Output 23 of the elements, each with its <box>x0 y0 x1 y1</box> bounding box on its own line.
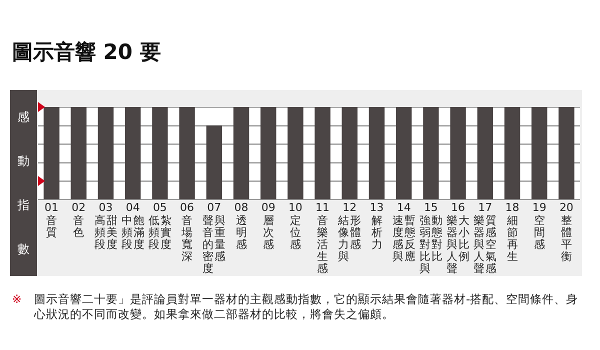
x-tick-label: 02 音色 <box>72 201 86 239</box>
x-tick-label: 04 中頻段飽滿度 <box>120 201 145 251</box>
text: ※ 圖示音響二十要」是評論員對單一器材的主觀感動指數，它的顯示結果會隨著器材-搭配、空間條件、身心狀況的不同而改變。如果拿來做二部器材的比較，將會失之偏頗。 <box>12 292 580 322</box>
x-tick-label: 01 音質 <box>44 201 59 239</box>
x-tick-label: 19 空間感 <box>532 201 546 251</box>
x-tick-label: 20 整體平衡 <box>559 201 574 263</box>
x-tick-label: 18 細節再生 <box>505 201 520 263</box>
x-tick-label: 03 高頻段甜美度 <box>94 201 118 251</box>
x-tick-label: 05 低頻段紮實度 <box>148 201 172 251</box>
x-tick-label: 09 層次感 <box>261 201 276 251</box>
category-label: 14 速度感與暫態反應 <box>392 201 416 263</box>
category-label: 07 聲音的密度與重量感 <box>202 201 226 275</box>
x-tick-label: 10 定位感 <box>288 201 302 251</box>
text: 感動指數 <box>18 110 30 256</box>
chart-title: 圖示音響 20 要 <box>12 39 161 66</box>
x-tick-label: 08 透明感 <box>234 201 248 251</box>
category-label: 17 樂器與人聲質感空氣感 <box>474 201 497 275</box>
category-label: 15 強弱對比與動態對比 <box>419 201 442 275</box>
category-label: 16 樂器與人聲大小比例 <box>446 201 470 275</box>
x-tick-label: 06 音場寬深 <box>180 201 194 263</box>
x-tick-label: 11 音樂活生感 <box>316 201 330 275</box>
x-tick-label: 13 解析力 <box>370 201 384 251</box>
category-label: 12 結像力與形體感 <box>338 201 362 263</box>
